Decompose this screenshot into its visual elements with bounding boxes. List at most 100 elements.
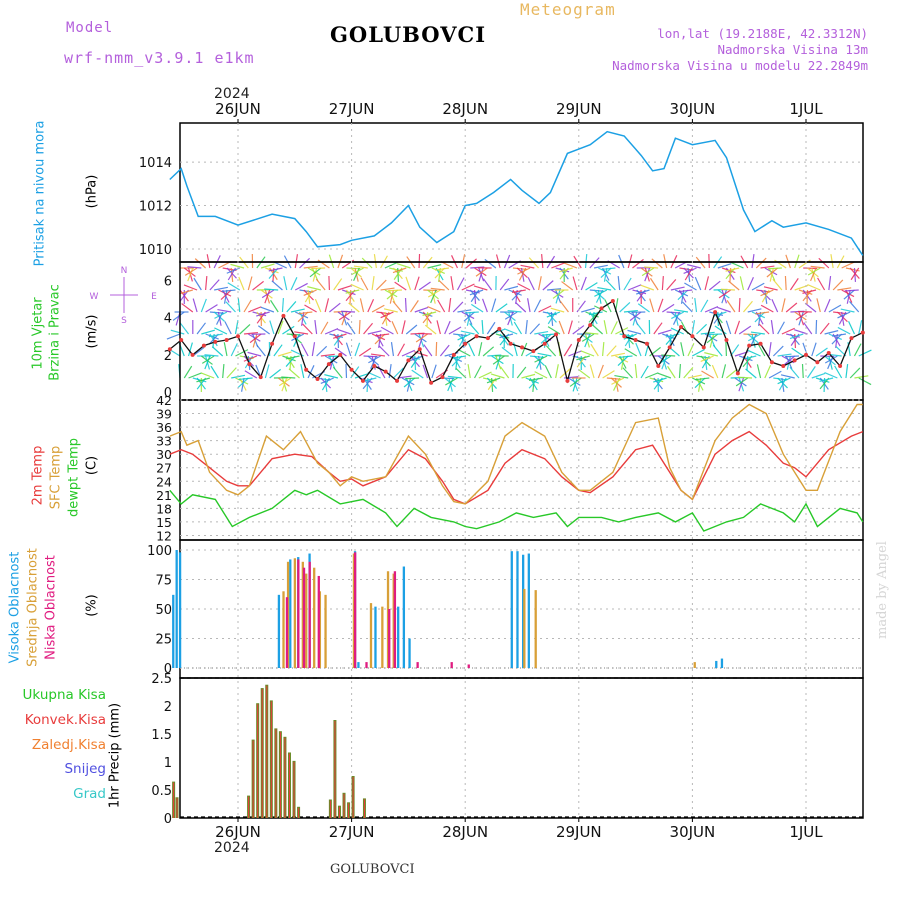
wind-barb: [226, 302, 236, 312]
wind-barb: [212, 347, 222, 356]
wind-barb: [479, 342, 482, 356]
precip-bar-convective: [289, 753, 290, 818]
wind-barb: [545, 365, 551, 378]
lonlat-label: lon,lat (19.2188E, 42.3312N): [657, 26, 868, 41]
wind-barb: [764, 287, 778, 290]
wind-barb: [529, 258, 538, 268]
cloud-bar: [172, 595, 174, 668]
wind-barb: [500, 367, 508, 378]
wind-barb: [294, 332, 308, 334]
temp-tick-label: 12: [156, 528, 172, 543]
wind-barb: [253, 281, 264, 290]
wind-barb: [362, 258, 372, 268]
wind-barb: [782, 298, 785, 312]
wind-barb: [658, 299, 663, 312]
wind-barb: [496, 304, 507, 312]
precip-bar-convective: [294, 762, 295, 818]
wind-barb: [258, 326, 269, 334]
temp-tick-label: 15: [156, 515, 172, 530]
wind-barb: [674, 310, 688, 312]
cloud-bar: [289, 559, 291, 668]
legend-convective: Konvek.Kisa: [25, 712, 106, 728]
wind-barb: [603, 371, 615, 378]
wind-barb: [248, 307, 261, 312]
wind-barb: [748, 309, 762, 312]
wind-barb: [534, 300, 540, 312]
legend-hail: Grad: [73, 786, 106, 802]
wind-barb: [546, 346, 555, 356]
wind-barb: [668, 366, 676, 378]
wind-barb: [384, 309, 398, 312]
wind-speed-point: [509, 342, 513, 346]
wind-barb: [439, 280, 449, 290]
wind-barb: [684, 283, 696, 290]
wind-barb: [718, 264, 731, 268]
wind-barb: [739, 326, 751, 334]
wind-barb: [804, 323, 812, 334]
wind-barb: [248, 276, 252, 290]
cloud-bar: [715, 661, 717, 668]
wind-barb: [850, 368, 860, 378]
wind-barb: [728, 281, 739, 290]
wind-barb: [528, 277, 534, 290]
wind-barb: [625, 349, 637, 356]
wind-barb: [688, 375, 702, 378]
wind-barb: [679, 364, 680, 378]
wind-barb: [628, 285, 641, 290]
cloud-bar: [365, 662, 367, 668]
wind-barb: [371, 354, 385, 356]
wind-barb: [701, 300, 708, 312]
wind-speed-point: [600, 306, 604, 310]
wind-barb: [692, 349, 704, 356]
wind-barb: [239, 277, 244, 290]
wind-barb: [300, 258, 310, 268]
wind-barb: [338, 329, 351, 334]
wind-barb: [785, 356, 799, 357]
wind-barb: [662, 304, 674, 312]
wind-speed-point: [543, 342, 547, 346]
wind-speed-point: [656, 364, 660, 368]
temp-tick-label: 33: [156, 434, 172, 449]
wind-barb: [581, 351, 594, 356]
wind-barb: [652, 259, 663, 268]
wind-barb: [462, 254, 465, 268]
wind-barb: [611, 321, 617, 334]
wind-barb: [465, 312, 479, 313]
wind-speed-point: [815, 360, 819, 364]
wind-barb: [601, 268, 615, 269]
cloud-bar: [694, 662, 696, 668]
wind-barb: [808, 366, 816, 378]
wind-barb: [522, 343, 527, 356]
wind-barb: [757, 364, 760, 378]
wind-barb: [618, 276, 619, 290]
wind-barb: [519, 268, 525, 280]
wind-barb: [282, 298, 283, 312]
wind-barb: [479, 372, 492, 378]
wind-barb: [833, 280, 843, 290]
wind-barb: [289, 369, 300, 378]
wind-barb: [551, 263, 564, 268]
wind-barb: [180, 323, 188, 334]
wind-barb: [559, 321, 564, 334]
wind-barb: [231, 264, 245, 268]
precip-bar-convective: [284, 738, 285, 818]
wind-barb: [542, 254, 543, 268]
wind-barb: [325, 329, 338, 334]
temp-label-3: dewpt Temp: [67, 418, 82, 538]
cloud-bar: [282, 591, 284, 668]
wind-speed-point: [713, 310, 717, 314]
wind-barb: [579, 370, 590, 378]
precip-bar-convective: [275, 729, 276, 818]
wind-barb: [244, 300, 251, 312]
wind-barb: [449, 298, 451, 312]
compass-e: E: [151, 292, 157, 302]
precip-bar-convective: [364, 799, 365, 818]
wind-speed-point: [554, 332, 558, 336]
wind-barb: [261, 264, 274, 268]
wind-barb: [482, 320, 483, 334]
wind-barb: [530, 324, 540, 334]
wind-barb: [428, 265, 442, 268]
wind-barb: [592, 325, 602, 334]
wind-barb: [829, 305, 841, 312]
wind-barb: [658, 330, 671, 334]
